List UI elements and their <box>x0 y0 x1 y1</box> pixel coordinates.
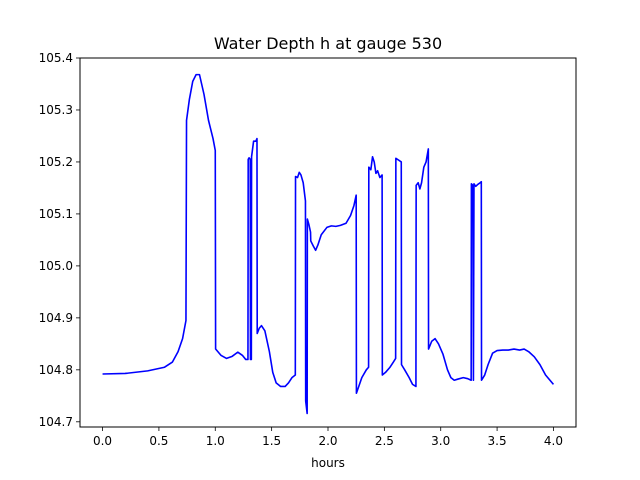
x-axis-label: hours <box>311 456 345 470</box>
y-tick-label: 105.0 <box>39 259 73 273</box>
x-tick-label: 3.0 <box>431 434 450 448</box>
x-tick-label: 4.0 <box>544 434 563 448</box>
line-layer <box>102 73 555 415</box>
y-tick-label: 105.4 <box>39 51 73 65</box>
x-tick-label: 2.5 <box>375 434 394 448</box>
y-tick-label: 104.8 <box>39 363 73 377</box>
plot-area <box>80 58 576 427</box>
y-tick-label: 105.3 <box>39 103 73 117</box>
chart-title: Water Depth h at gauge 530 <box>214 34 442 53</box>
series-line-0 <box>102 73 555 415</box>
x-tick-label: 3.5 <box>488 434 507 448</box>
y-tick-label: 105.1 <box>39 207 73 221</box>
plot-frame <box>79 57 577 428</box>
x-tick-label: 0.0 <box>93 434 112 448</box>
y-tick-label: 105.2 <box>39 155 73 169</box>
x-tick-label: 1.5 <box>262 434 281 448</box>
x-tick-label: 1.0 <box>206 434 225 448</box>
x-tick-label: 2.0 <box>318 434 337 448</box>
ticks-layer: 0.0 0.5 1.0 1.5 2.0 2.5 3.0 3.5 4.0 104.7 104.8 104… <box>39 51 563 448</box>
y-tick-label: 104.9 <box>39 311 73 325</box>
x-tick-label: 0.5 <box>149 434 168 448</box>
y-tick-label: 104.7 <box>39 415 73 429</box>
